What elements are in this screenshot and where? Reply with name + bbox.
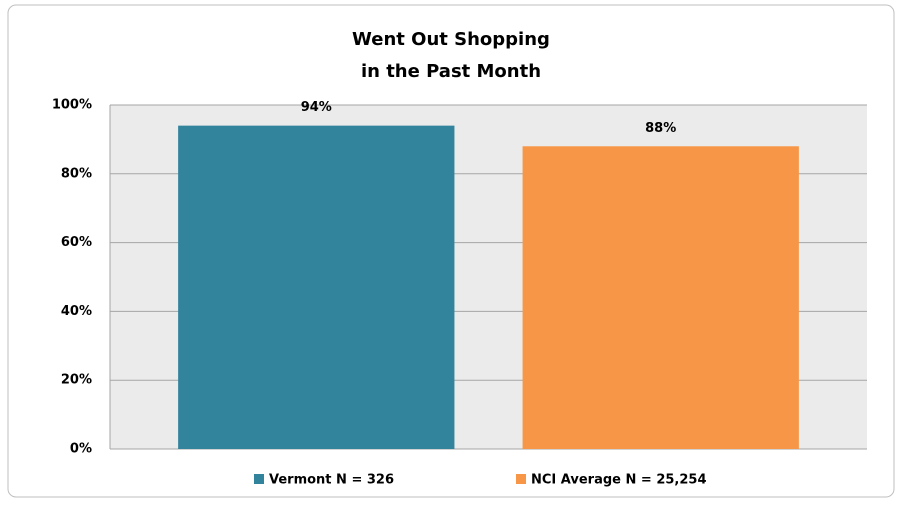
y-tick-label: 20%: [61, 373, 92, 388]
legend-swatch: [254, 474, 264, 484]
chart-title: in the Past Month: [361, 61, 541, 82]
bar: [522, 146, 799, 449]
legend-swatch: [516, 474, 526, 484]
legend-label: NCI Average N = 25,254: [531, 473, 707, 488]
data-label: 88%: [645, 121, 676, 136]
y-tick-label: 100%: [52, 98, 92, 113]
data-label: 94%: [301, 100, 332, 115]
y-tick-label: 80%: [61, 166, 92, 181]
y-tick-label: 40%: [61, 304, 92, 319]
legend-label: Vermont N = 326: [269, 473, 394, 488]
y-tick-label: 60%: [61, 235, 92, 250]
chart-title: Went Out Shopping: [352, 29, 550, 50]
bar: [178, 125, 455, 449]
y-tick-label: 0%: [70, 442, 92, 457]
